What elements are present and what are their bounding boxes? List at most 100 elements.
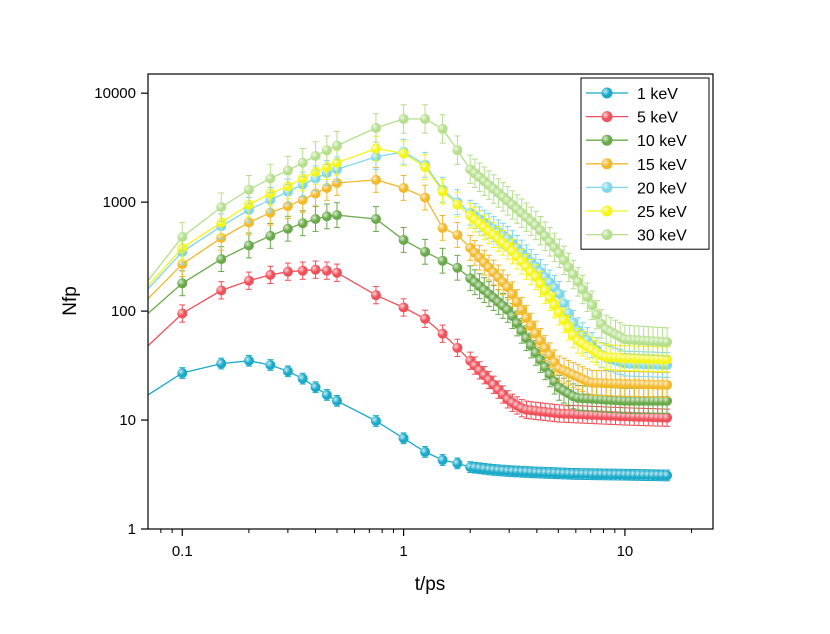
data-point <box>452 262 463 273</box>
data-point <box>662 412 673 423</box>
data-point <box>297 218 308 229</box>
data-point <box>530 328 541 339</box>
data-point <box>321 265 332 276</box>
data-point <box>297 373 308 384</box>
legend: 1 keV 5 keV 10 keV 15 keV 20 keV 25 keV 30 keV <box>580 77 710 250</box>
data-point <box>310 166 321 177</box>
data-point <box>452 199 463 210</box>
data-point <box>398 113 409 124</box>
y-tick-label: 100 <box>111 303 136 320</box>
data-point <box>437 123 448 134</box>
data-point <box>321 145 332 156</box>
data-point <box>540 343 551 354</box>
data-point <box>568 269 579 280</box>
data-point <box>662 395 673 406</box>
data-point <box>321 211 332 222</box>
data-point <box>544 293 555 304</box>
data-point <box>370 174 381 185</box>
data-point <box>521 333 532 344</box>
data-point <box>521 312 532 323</box>
data-point <box>530 347 541 358</box>
data-point <box>282 223 293 234</box>
data-point <box>437 186 448 197</box>
data-point <box>243 240 254 251</box>
data-point <box>420 246 431 257</box>
data-point <box>398 148 409 159</box>
y-tick-label: 10000 <box>94 85 136 102</box>
data-point <box>265 173 276 184</box>
data-point <box>370 122 381 133</box>
data-point <box>321 389 332 400</box>
data-point <box>420 446 431 457</box>
data-point <box>544 350 555 361</box>
data-point <box>398 433 409 444</box>
series-5-kev <box>148 260 673 427</box>
legend-label: 10 keV <box>637 133 687 150</box>
data-point <box>331 395 342 406</box>
plot-area <box>148 104 673 482</box>
data-point <box>282 366 293 377</box>
data-point <box>265 188 276 199</box>
data-point <box>177 368 188 379</box>
data-point <box>331 210 342 221</box>
legend-label: 30 keV <box>637 228 687 245</box>
data-point <box>512 318 523 329</box>
x-tick-label: 0.1 <box>172 543 193 560</box>
data-point <box>535 335 546 346</box>
data-point <box>540 286 551 297</box>
data-point <box>398 182 409 193</box>
data-point <box>370 214 381 225</box>
data-point <box>452 342 463 353</box>
data-point <box>243 184 254 195</box>
data-point <box>297 265 308 276</box>
data-point <box>177 278 188 289</box>
x-tick-label: 1 <box>399 543 407 560</box>
data-point <box>452 229 463 240</box>
data-point <box>243 199 254 210</box>
data-point <box>662 470 673 481</box>
data-point <box>573 276 584 287</box>
data-point <box>370 290 381 301</box>
data-point <box>535 278 546 289</box>
data-point <box>507 289 518 300</box>
y-axis-title: Nfp <box>60 286 81 316</box>
data-point <box>297 157 308 168</box>
data-point <box>558 315 569 326</box>
data-point <box>331 177 342 188</box>
data-point <box>662 354 673 365</box>
data-point <box>549 300 560 311</box>
data-point <box>452 145 463 156</box>
plot-frame <box>147 73 714 530</box>
legend-marker <box>601 205 613 217</box>
data-point <box>554 288 565 299</box>
data-point <box>370 416 381 427</box>
legend-marker <box>601 134 613 146</box>
data-point <box>558 255 569 266</box>
data-point <box>265 269 276 280</box>
data-point <box>507 311 518 322</box>
data-point <box>420 313 431 324</box>
data-point <box>535 355 546 366</box>
y-tick-label: 1000 <box>103 194 136 211</box>
data-point <box>216 254 227 265</box>
data-point <box>331 267 342 278</box>
data-point <box>662 379 673 390</box>
data-point <box>310 151 321 162</box>
data-point <box>554 307 565 318</box>
data-point <box>265 360 276 371</box>
data-point <box>437 222 448 233</box>
data-point <box>437 328 448 339</box>
legend-marker <box>601 111 613 123</box>
data-point <box>540 362 551 373</box>
data-point <box>420 113 431 124</box>
series-1-kev <box>148 354 673 482</box>
x-axis-title: t/ps <box>415 574 446 595</box>
data-point <box>452 458 463 469</box>
series-30-kev <box>148 104 673 357</box>
legend-marker <box>601 87 613 99</box>
data-point <box>177 231 188 242</box>
data-point <box>243 355 254 366</box>
legend-label: 15 keV <box>637 157 687 174</box>
legend-marker <box>601 181 613 193</box>
data-point <box>282 165 293 176</box>
